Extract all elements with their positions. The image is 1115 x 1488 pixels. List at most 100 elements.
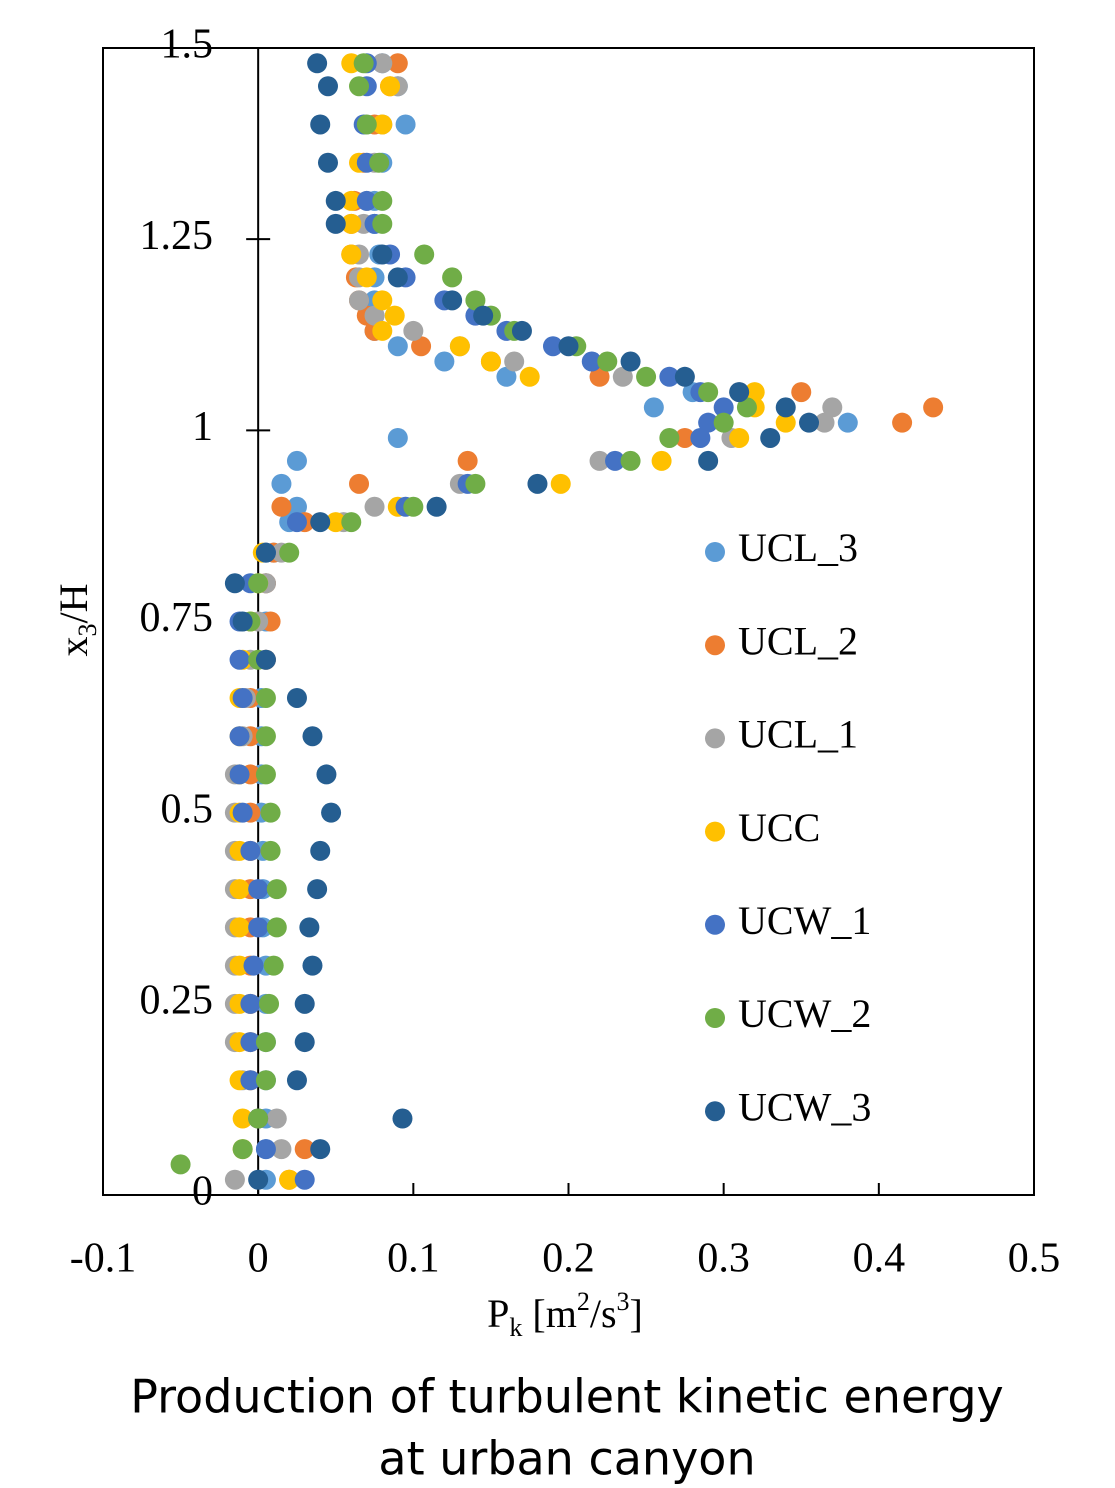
data-point bbox=[310, 1139, 331, 1160]
data-point bbox=[266, 917, 287, 938]
data-point bbox=[341, 512, 362, 533]
data-point bbox=[581, 351, 602, 372]
data-point bbox=[232, 687, 253, 708]
x-axis-label: Pk [m2/s3] bbox=[487, 1287, 643, 1342]
data-point bbox=[248, 1169, 269, 1190]
data-point bbox=[353, 53, 374, 74]
data-point bbox=[589, 366, 610, 387]
y-tick-label: 0.25 bbox=[140, 977, 214, 1023]
data-point bbox=[266, 879, 287, 900]
data-point bbox=[232, 611, 253, 632]
data-point bbox=[302, 955, 323, 976]
data-point bbox=[380, 76, 401, 97]
data-point bbox=[729, 427, 750, 448]
data-point bbox=[271, 496, 292, 517]
data-point bbox=[325, 213, 346, 234]
data-point bbox=[248, 917, 269, 938]
data-point bbox=[837, 412, 858, 433]
data-point bbox=[349, 76, 370, 97]
data-point bbox=[659, 366, 680, 387]
legend-marker bbox=[705, 1008, 725, 1028]
y-tick-label: 0.5 bbox=[161, 786, 214, 832]
data-point bbox=[387, 336, 408, 357]
data-point bbox=[229, 764, 250, 785]
legend-label: UCL_1 bbox=[738, 712, 858, 757]
y-axis-label: x3/H bbox=[51, 584, 102, 657]
data-point bbox=[294, 993, 315, 1014]
data-point bbox=[465, 473, 486, 494]
data-point bbox=[243, 955, 264, 976]
data-point bbox=[392, 1108, 413, 1129]
legend-label: UCL_3 bbox=[738, 525, 858, 570]
data-point bbox=[229, 917, 250, 938]
data-point bbox=[294, 1139, 315, 1160]
legend-marker bbox=[705, 821, 725, 842]
data-point bbox=[232, 1139, 253, 1160]
legend-label: UCW_2 bbox=[738, 991, 871, 1036]
data-point bbox=[240, 840, 261, 861]
data-point bbox=[923, 397, 944, 418]
x-tick-label: 0.4 bbox=[853, 1236, 906, 1282]
data-point bbox=[496, 366, 517, 387]
data-point bbox=[403, 496, 424, 517]
data-point bbox=[372, 244, 393, 265]
data-point bbox=[698, 412, 719, 433]
data-point bbox=[248, 1108, 269, 1129]
data-point bbox=[229, 649, 250, 670]
data-point bbox=[356, 114, 377, 135]
data-point bbox=[317, 76, 338, 97]
data-point bbox=[310, 840, 331, 861]
y-tick-label: 0 bbox=[192, 1169, 213, 1215]
data-point bbox=[387, 267, 408, 288]
data-point bbox=[395, 114, 416, 135]
chart-title: at urban canyon bbox=[378, 1432, 755, 1486]
data-point bbox=[651, 450, 672, 471]
legend-marker bbox=[705, 542, 725, 562]
data-point bbox=[356, 267, 377, 288]
data-point bbox=[713, 397, 734, 418]
x-tick-label: 0.1 bbox=[387, 1236, 440, 1282]
data-point bbox=[255, 1070, 276, 1091]
data-point bbox=[299, 917, 320, 938]
data-point bbox=[442, 290, 463, 311]
data-point bbox=[411, 336, 432, 357]
legend-marker bbox=[705, 914, 725, 935]
data-point bbox=[341, 213, 362, 234]
data-point bbox=[271, 1139, 292, 1160]
legend-label: UCC bbox=[738, 805, 820, 850]
data-point bbox=[255, 726, 276, 747]
x-tick-label: 0.5 bbox=[1008, 1236, 1061, 1282]
data-point bbox=[414, 244, 435, 265]
data-point bbox=[255, 764, 276, 785]
data-point bbox=[674, 366, 695, 387]
data-point bbox=[442, 267, 463, 288]
data-point bbox=[294, 1032, 315, 1053]
data-point bbox=[341, 190, 362, 211]
data-point bbox=[263, 955, 284, 976]
data-point bbox=[317, 152, 338, 173]
data-point bbox=[698, 382, 719, 403]
data-point bbox=[255, 1139, 276, 1160]
chart-title: Production of turbulent kinetic energy bbox=[130, 1370, 1004, 1424]
data-point bbox=[232, 1108, 253, 1129]
data-point bbox=[255, 687, 276, 708]
data-point bbox=[279, 542, 300, 563]
data-point bbox=[511, 320, 532, 341]
data-point bbox=[527, 473, 548, 494]
data-point bbox=[643, 397, 664, 418]
data-point bbox=[698, 450, 719, 471]
data-point bbox=[659, 427, 680, 448]
data-point bbox=[775, 412, 796, 433]
data-point bbox=[457, 450, 478, 471]
data-point bbox=[713, 412, 734, 433]
data-point bbox=[892, 412, 913, 433]
data-point bbox=[286, 450, 307, 471]
data-point bbox=[791, 382, 812, 403]
data-point bbox=[286, 1070, 307, 1091]
data-point bbox=[744, 382, 765, 403]
data-point bbox=[255, 542, 276, 563]
data-point bbox=[316, 764, 337, 785]
data-point bbox=[307, 53, 328, 74]
data-point bbox=[325, 190, 346, 211]
